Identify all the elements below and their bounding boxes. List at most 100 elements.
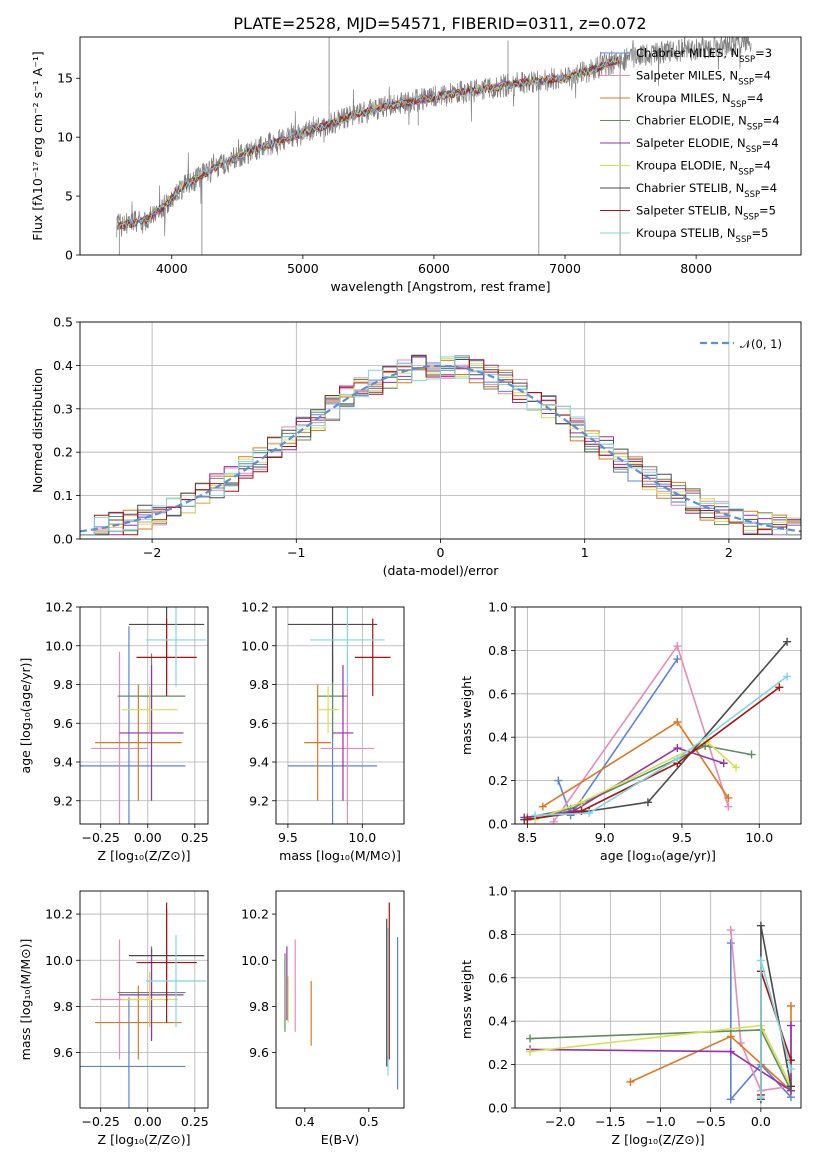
legend-nssp: =5	[751, 226, 768, 240]
y-tick-label: 9.4	[249, 755, 269, 770]
plot-area	[80, 902, 207, 1108]
plot-area	[284, 902, 399, 1090]
legend-entry: Chabrier STELIB, NSSP=4	[636, 181, 777, 200]
y-tick-label: 9.6	[249, 1045, 269, 1060]
panel-ebv_vs_mass: 0.4 0.5 9.6 9.8 10.0 10.2 E(B-V)	[241, 890, 405, 1147]
weight-line-chab_elod	[527, 745, 752, 819]
weight-line-salp_miles	[552, 644, 730, 823]
panel-spectrum: 4000 5000 6000 7000 8000 0 5 10 15 wavelength [An…	[30, 36, 802, 294]
legend: Chabrier MILES, NSSP=3 Salpeter MILES, NS…	[600, 46, 780, 245]
weight-marker-krou_miles	[673, 718, 682, 727]
axes-frame	[514, 606, 802, 825]
axes-frame	[514, 890, 802, 1109]
legend-entry: Kroupa MILES, NSSP=4	[636, 91, 763, 110]
legend-entry: 𝒩(0, 1)	[740, 337, 782, 351]
legend-entry: Salpeter ELODIE, NSSP=4	[636, 136, 779, 155]
x-tick-label: 9.5	[672, 830, 692, 845]
plot-area	[526, 921, 795, 1104]
x-tick-label: 10.0	[745, 830, 773, 845]
y-tick-label: 0.3	[53, 401, 73, 416]
y-tick-label: 0.6	[488, 970, 508, 985]
x-tick-label: 9.5	[278, 830, 298, 845]
weight-line-salp_elod	[524, 747, 724, 819]
figure-title: PLATE=2528, MJD=54571, FIBERID=0311, z=0…	[233, 14, 646, 33]
y-tick-label: 9.8	[53, 999, 73, 1014]
y-tick-label: 0.5	[53, 315, 73, 330]
weight-marker-krou_miles	[786, 1002, 795, 1011]
y-tick-label: 0.8	[488, 927, 508, 942]
legend-nssp: =4	[754, 69, 771, 83]
x-tick-label: −2.0	[545, 1114, 575, 1129]
x-tick-label: 0.0	[751, 1114, 771, 1129]
weight-marker-krou_stel	[783, 672, 792, 681]
x-tick-label: 6000	[418, 261, 450, 276]
weight-marker-chab_miles	[726, 1095, 735, 1104]
axes-frame	[79, 36, 802, 256]
legend-nssp: =4	[760, 181, 777, 195]
legend-entry: Chabrier MILES, NSSP=3	[636, 46, 772, 65]
y-axis-label: age [log₁₀(age/yr)]	[18, 658, 33, 774]
x-tick-label: 0.4	[295, 1114, 315, 1129]
x-tick-label: 1	[581, 545, 589, 560]
y-tick-label: 0.0	[488, 817, 508, 832]
x-tick-label: −1.5	[595, 1114, 625, 1129]
x-tick-label: 0.5	[359, 1114, 379, 1129]
y-tick-label: 9.6	[249, 716, 269, 731]
axes-frame	[79, 321, 802, 540]
y-tick-label: 15	[57, 71, 73, 86]
weight-marker-krou_stel	[756, 956, 765, 965]
axes-frame	[275, 890, 405, 1109]
weight-marker-chab_stel	[783, 637, 792, 646]
weight-marker-chab_miles	[726, 939, 735, 948]
weight-marker-salp_elod	[786, 1021, 795, 1030]
panel-age_weights: 8.5 9.0 9.5 10.0 0.0 0.2 0.4 0.6 0.8 1.0 age [log₁…	[459, 600, 802, 863]
legend-nssp: =4	[763, 114, 780, 128]
axes-frame	[79, 890, 209, 1109]
y-tick-label: 9.6	[53, 716, 73, 731]
plot-area	[287, 607, 391, 824]
weight-marker-chab_stel	[643, 798, 652, 807]
y-tick-label: 0.8	[488, 643, 508, 658]
weight-marker-chab_miles	[554, 776, 563, 785]
weight-marker-chab_stel	[786, 1082, 795, 1091]
x-tick-label: −0.25	[82, 1114, 120, 1129]
y-tick-label: 10.2	[45, 907, 73, 922]
y-tick-label: 0.0	[488, 1101, 508, 1116]
legend-subscript: SSP	[739, 55, 755, 65]
y-tick-label: 9.6	[53, 1045, 73, 1060]
x-axis-label: age [log₁₀(age/yr)]	[600, 848, 716, 863]
x-tick-label: −1.0	[645, 1114, 675, 1129]
y-tick-label: 0	[65, 248, 73, 263]
y-tick-label: 1.0	[488, 884, 508, 899]
weight-line-salp_miles	[730, 930, 792, 1092]
y-tick-label: 1.0	[488, 600, 508, 615]
weight-marker-salp_stel	[523, 815, 532, 824]
y-tick-label: 0.1	[53, 488, 73, 503]
x-axis-label: Z [log₁₀(Z/Z⊙)]	[612, 1132, 705, 1147]
panel-z_vs_mass: −0.25 0.00 0.25 9.6 9.8 10.0 10.2 Z [log₁₀(Z/Z⊙…	[18, 890, 209, 1147]
y-tick-label: 10.0	[45, 638, 73, 653]
legend-entry: Kroupa STELIB, NSSP=5	[636, 226, 768, 245]
weight-marker-krou_elod	[526, 1047, 535, 1056]
y-tick-label: 0.2	[53, 445, 73, 460]
weight-marker-salp_miles	[673, 642, 682, 651]
x-tick-label: 5000	[287, 261, 319, 276]
weight-marker-krou_miles	[724, 793, 733, 802]
plot-area	[116, 37, 752, 255]
legend-nssp: =4	[746, 91, 763, 105]
weight-marker-chab_miles	[673, 655, 682, 664]
weight-marker-krou_miles	[726, 1032, 735, 1041]
legend-nssp: =4	[762, 136, 779, 150]
x-tick-label: 0.00	[134, 830, 162, 845]
weight-marker-chab_elod	[526, 1034, 535, 1043]
y-axis-label: Flux [fλ10⁻¹⁷ erg cm⁻² s⁻¹ A⁻¹]	[30, 51, 45, 240]
y-axis-label: mass weight	[459, 676, 474, 755]
y-tick-label: 9.2	[53, 793, 73, 808]
legend-subscript: SSP	[744, 190, 760, 200]
y-tick-label: 10.2	[45, 600, 73, 615]
y-tick-label: 0.0	[53, 532, 73, 547]
weight-marker-krou_stel	[756, 1093, 765, 1102]
legend-subscript: SSP	[738, 168, 754, 178]
weight-marker-krou_stel	[585, 809, 594, 818]
